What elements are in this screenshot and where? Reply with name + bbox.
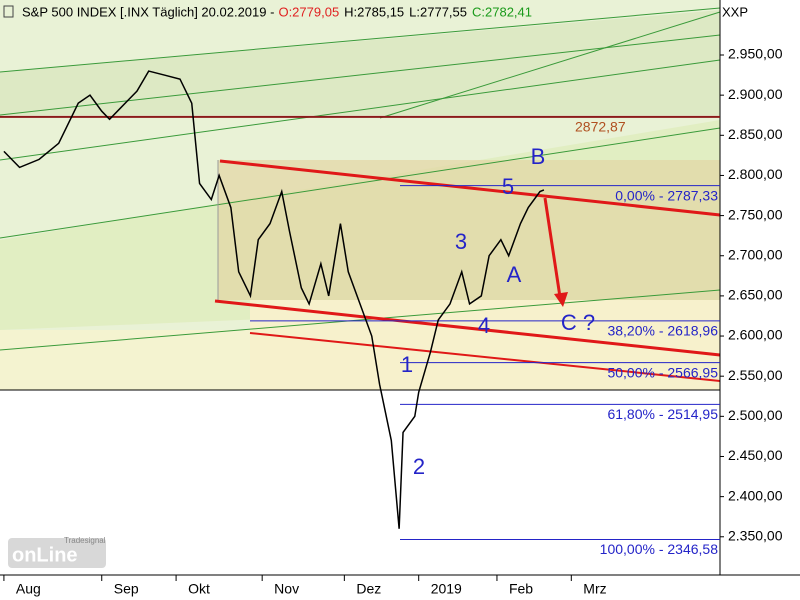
y-tick-label: 2.700,00 <box>728 246 783 262</box>
y-tick-label: 2.400,00 <box>728 487 783 503</box>
wave-label: 2 <box>413 454 425 479</box>
y-tick-label: 2.750,00 <box>728 206 783 222</box>
x-tick-label: Feb <box>509 581 533 597</box>
y-tick-label: 2.900,00 <box>728 86 783 102</box>
channel-line <box>214 299 721 357</box>
logo-text: onLine <box>12 544 78 566</box>
header-value: O:2779,05 <box>278 4 339 19</box>
wave-label: 5 <box>502 174 514 199</box>
fib-label: 61,80% - 2514,95 <box>607 406 718 422</box>
logo-box <box>8 538 106 568</box>
channel-line <box>219 159 721 217</box>
y-tick-label: 2.450,00 <box>728 447 783 463</box>
wave-label: 3 <box>455 229 467 254</box>
x-tick-label: Nov <box>274 581 299 597</box>
x-tick-label: Okt <box>188 581 210 597</box>
range-zone <box>218 160 720 300</box>
x-tick-label: 2019 <box>431 581 462 597</box>
wave-label: A <box>507 262 522 287</box>
fan-lines <box>0 7 721 351</box>
wave-label: C ? <box>561 310 595 335</box>
fan-line <box>379 11 721 119</box>
channel-line <box>249 332 721 382</box>
y-tick-label: 2.350,00 <box>728 527 783 543</box>
target-zone <box>250 300 720 390</box>
instrument-code: XXP <box>722 4 748 19</box>
x-tick-label: Aug <box>16 581 41 597</box>
wave-label: B <box>531 144 546 169</box>
fan-line <box>0 59 721 161</box>
y-tick-label: 2.800,00 <box>728 166 783 182</box>
header-icon <box>3 5 14 18</box>
y-tick-label: 2.500,00 <box>728 407 783 423</box>
target-zone <box>0 330 250 390</box>
y-tick-label: 2.550,00 <box>728 367 783 383</box>
x-tick-label: Sep <box>114 581 139 597</box>
y-tick-label: 2.600,00 <box>728 327 783 343</box>
header-value: H:2785,15 <box>344 4 404 19</box>
fan-line <box>0 289 721 351</box>
y-tick-label: 2.950,00 <box>728 46 783 62</box>
fan-line <box>0 34 721 116</box>
fan-zone <box>0 10 720 115</box>
fib-label: 50,00% - 2566,95 <box>607 364 718 380</box>
fan-line <box>0 127 721 239</box>
wave-label: 4 <box>478 313 490 338</box>
x-tick-label: Dez <box>356 581 381 597</box>
wave-label: 1 <box>401 352 413 377</box>
fib-label: 0,00% - 2787,33 <box>615 187 718 203</box>
fib-label: 38,20% - 2618,96 <box>607 323 718 339</box>
x-tick-label: Mrz <box>583 581 606 597</box>
channel <box>214 159 721 382</box>
level-label: 2872,87 <box>575 119 626 135</box>
chart-title: S&P 500 INDEX [.INX Täglich] 20.02.2019 … <box>22 4 274 19</box>
fib-label: 100,00% - 2346,58 <box>600 541 719 557</box>
projection-arrow <box>543 197 562 298</box>
header-value: L:2777,55 <box>409 4 467 19</box>
y-tick-label: 2.850,00 <box>728 126 783 142</box>
arrow-head <box>554 292 568 307</box>
price-line <box>3 70 545 529</box>
y-tick-label: 2.650,00 <box>728 287 783 303</box>
header-value: C:2782,41 <box>472 4 532 19</box>
fan-line <box>0 7 721 73</box>
logo-small: Tradesignal <box>64 536 106 545</box>
